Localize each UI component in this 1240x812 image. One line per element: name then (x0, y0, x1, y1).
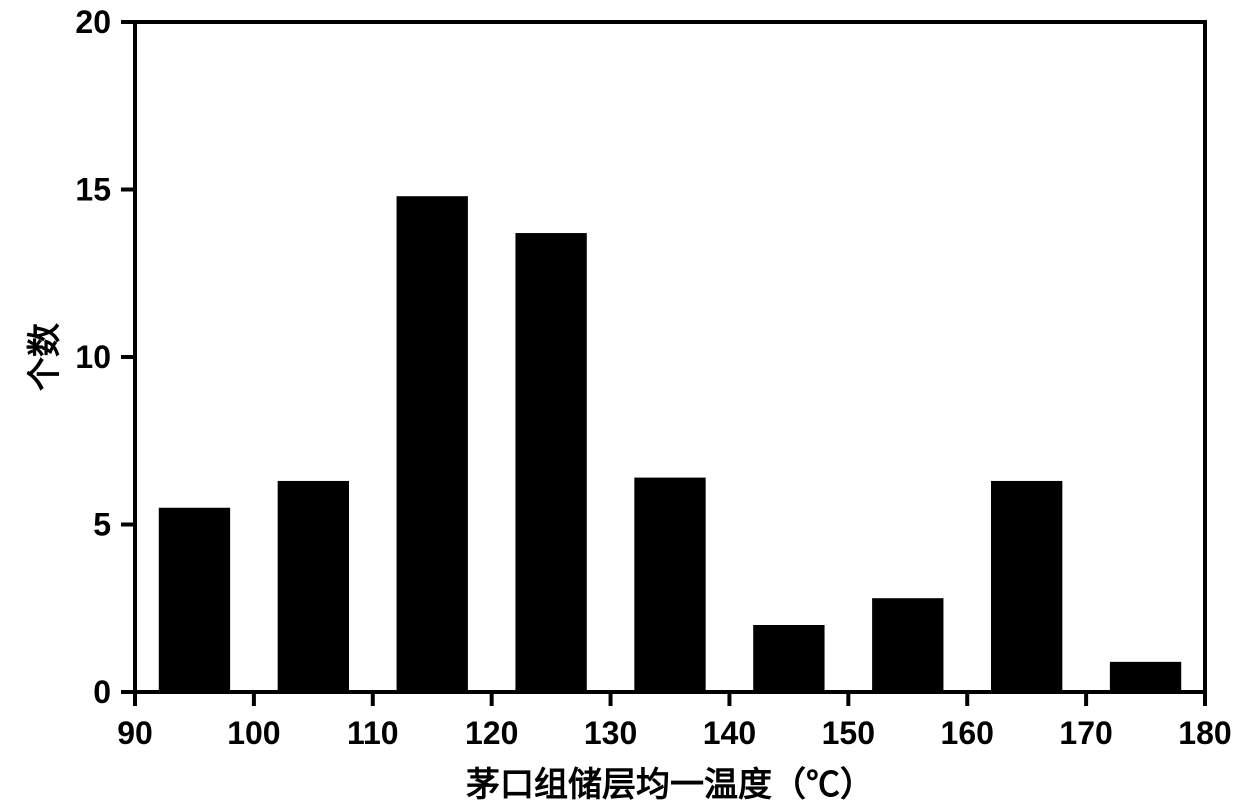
x-tick-label: 110 (347, 715, 399, 751)
x-axis-label: 茅口组储层均一温度（℃） (466, 765, 874, 804)
x-tick-label: 120 (465, 715, 518, 751)
x-tick-label: 150 (822, 715, 875, 751)
bar (397, 196, 468, 692)
y-tick-label: 10 (75, 339, 111, 375)
x-tick-label: 100 (227, 715, 280, 751)
y-tick-label: 15 (75, 172, 111, 208)
y-tick-label: 20 (75, 4, 111, 40)
temperature-histogram: 90 100 110 120 130 140 150 160 170 180 0 5 10 15 20 茅口组… (0, 0, 1240, 807)
y-axis-label: 个数 (26, 323, 64, 391)
bar (278, 481, 349, 692)
y-tick-label: 5 (93, 507, 111, 543)
x-tick-label: 140 (703, 715, 756, 751)
x-tick-label: 130 (584, 715, 637, 751)
bar (753, 625, 824, 692)
bar (515, 233, 586, 692)
x-tick-label: 180 (1178, 715, 1231, 751)
bar (159, 508, 230, 692)
chart-svg: 90 100 110 120 130 140 150 160 170 180 0 5 10 15 20 茅口组… (0, 0, 1240, 807)
x-tick-label: 90 (117, 715, 153, 751)
y-tick-label: 0 (93, 674, 111, 710)
x-tick-label: 160 (941, 715, 994, 751)
bar (872, 598, 943, 692)
bar (1110, 662, 1181, 692)
bar (991, 481, 1062, 692)
bar (634, 478, 705, 692)
x-tick-label: 170 (1059, 715, 1112, 751)
